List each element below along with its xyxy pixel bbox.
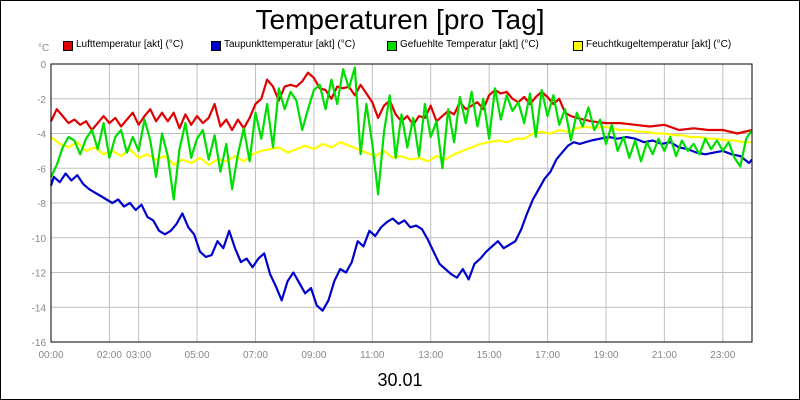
legend-swatch-taupunkttemperatur: [211, 41, 221, 51]
legend-label-gefuehlte-temperatur: Gefuehlte Temperatur [akt] (°C): [400, 39, 539, 50]
chart-title: Temperaturen [pro Tag]: [255, 4, 545, 35]
x-tick-label-7: 13:00: [418, 350, 443, 361]
y-tick-label-0: 0: [40, 60, 46, 71]
legend-label-feuchtkugeltemperatur: Feuchtkugeltemperatur [akt] (°C): [586, 39, 732, 50]
series-line-gefuehlte-temperatur: [50, 66, 753, 201]
legend-swatch-gefuehlte-temperatur: [387, 41, 397, 51]
x-tick-label-2: 03:00: [126, 350, 151, 361]
plot-border: [50, 63, 753, 343]
y-tick-label-2: -4: [37, 130, 46, 141]
legend-label-taupunkttemperatur: Taupunkttemperatur [akt] (°C): [224, 39, 356, 50]
y-tick-label-8: -16: [32, 338, 47, 349]
y-tick-label-6: -12: [32, 269, 47, 280]
x-tick-label-3: 05:00: [185, 350, 210, 361]
y-tick-label-3: -6: [37, 164, 46, 175]
y-tick-label-1: -2: [37, 95, 46, 106]
legend-swatch-feuchtkugeltemperatur: [573, 41, 583, 51]
x-tick-label-5: 09:00: [301, 350, 326, 361]
x-tick-label-9: 17:00: [535, 350, 560, 361]
y-tick-label-5: -10: [32, 234, 47, 245]
legend: Lufttemperatur [akt] (°C) Taupunkttemper…: [1, 38, 799, 54]
x-tick-label-1: 02:00: [97, 350, 122, 361]
y-tick-label-7: -14: [32, 303, 47, 314]
x-tick-label-11: 21:00: [652, 350, 677, 361]
x-tick-label-12: 23:00: [710, 350, 735, 361]
date-label: 30.01: [377, 370, 423, 390]
series-line-taupunkttemperatur: [49, 135, 753, 312]
y-tick-label-4: -8: [37, 199, 46, 210]
x-tick-label-8: 15:00: [477, 350, 502, 361]
legend-label-lufttemperatur: Lufttemperatur [akt] (°C): [76, 39, 184, 50]
x-tick-label-6: 11:00: [360, 350, 385, 361]
x-tick-label-0: 00:00: [38, 350, 63, 361]
x-tick-label-4: 07:00: [243, 350, 268, 361]
y-axis-unit: °C: [38, 43, 50, 54]
x-tick-label-10: 19:00: [593, 350, 618, 361]
legend-swatch-lufttemperatur: [63, 41, 73, 51]
